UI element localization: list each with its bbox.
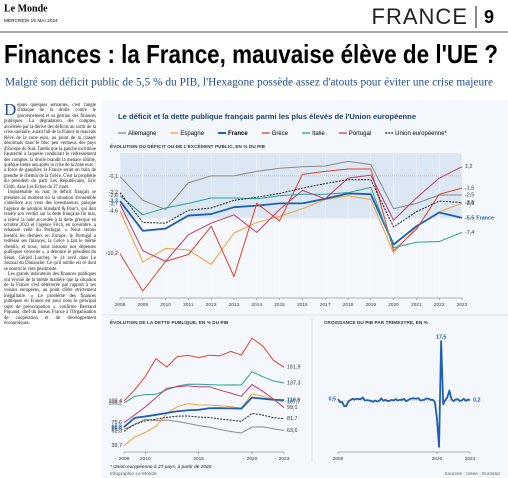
value-label: 65,5 xyxy=(112,427,123,433)
series-line xyxy=(119,160,462,210)
value-label: 107,7 xyxy=(287,399,301,405)
logo: Le Monde xyxy=(4,3,48,14)
value-label: 68,8 xyxy=(112,424,123,430)
x-tick-label: 2022 xyxy=(434,302,445,307)
value-label: -4,6 xyxy=(109,208,118,214)
value-label: -3,6 xyxy=(465,201,474,207)
chart-title: ÉVOLUTION DE LA DETTE PUBLIQUE, EN % DU … xyxy=(110,318,229,325)
series-line xyxy=(123,337,285,402)
x-tick-label: 2013 xyxy=(229,302,240,307)
x-tick-label: 2015 xyxy=(274,302,285,307)
value-label: -10,2 xyxy=(106,251,118,257)
x-tick-label: 2008 xyxy=(333,456,344,461)
footnote: * Union européenne à 27 pays, à partir d… xyxy=(110,464,212,469)
value-label: 0,2 xyxy=(473,398,481,404)
legend-label: Grèce xyxy=(272,131,289,137)
value-label: 1,2 xyxy=(465,164,473,170)
x-tick-label: 2017 xyxy=(320,302,331,307)
value-label: -1,6 xyxy=(465,186,474,192)
x-tick-label: 2021 xyxy=(411,302,422,307)
series-line xyxy=(119,168,463,292)
x-tick-label: 2019 xyxy=(365,302,376,307)
x-tick-label: 2010 xyxy=(140,456,151,461)
series-line xyxy=(337,340,471,448)
x-tick-label: 2009 xyxy=(137,302,148,307)
value-label: 0,5 xyxy=(329,397,337,403)
value-label: -2,6 xyxy=(109,193,118,199)
value-label: 39,7 xyxy=(112,443,123,449)
x-tick-label: 2023 xyxy=(457,302,468,307)
x-tick-label: 2020 xyxy=(247,456,258,461)
value-label: 81,7 xyxy=(287,416,298,422)
value-label: -2,2 xyxy=(109,190,118,196)
x-tick-label: 2008 xyxy=(115,302,126,307)
x-tick-label: 2014 xyxy=(251,302,262,307)
series-line xyxy=(119,192,463,246)
x-tick-label: 2016 xyxy=(297,302,308,307)
series-line xyxy=(123,396,285,428)
value-label: -3,3 xyxy=(109,199,118,205)
value-label: 161,9 xyxy=(287,365,301,371)
date: MERCREDI 15 MAI 2024 xyxy=(4,18,58,23)
x-tick-label: 2024 xyxy=(465,456,476,461)
x-tick-label: 2010 xyxy=(160,302,171,307)
series-line xyxy=(123,412,285,432)
series-line xyxy=(123,393,285,447)
legend-label: Portugal xyxy=(349,131,371,137)
legend: Allemagne Espagne France Grèce Italie Portuga… xyxy=(118,131,447,137)
chart-title: ÉVOLUTION DU DÉFICIT OU DE L'EXCÉDENT PU… xyxy=(110,142,266,149)
headline: Finances : la France, mauvaise élève de … xyxy=(4,39,498,69)
section: FRANCE xyxy=(372,4,468,29)
x-tick-label: 2008 xyxy=(119,456,130,461)
paragraph: Les grands indicateurs des finances publ… xyxy=(4,272,96,327)
x-tick-label: 2011 xyxy=(183,302,194,307)
x-tick-label: 2018 xyxy=(343,302,354,307)
value-label: -3,5 xyxy=(465,200,474,206)
x-tick-label: 2020 xyxy=(432,456,443,461)
value-label: -3,7 xyxy=(109,202,118,208)
subtitle: Malgré son déficit public de 5,5 % du PI… xyxy=(5,77,493,89)
x-tick-label: 2020 xyxy=(388,302,399,307)
legend-label: France xyxy=(228,131,248,137)
legend-label: Italie xyxy=(312,131,325,137)
value-label: 110,6 xyxy=(287,398,300,404)
value-label: -0,1 xyxy=(109,174,118,180)
legend-label: Allemagne xyxy=(128,131,157,137)
series-line xyxy=(119,166,463,262)
value-label: 63,6 xyxy=(287,428,298,434)
article: Depuis quelques semaines, c'est l'angle … xyxy=(4,103,96,475)
value-label: 99,1 xyxy=(287,405,298,411)
credit: Infographie Le Monde xyxy=(110,471,157,476)
legend-label: Union européenne* xyxy=(395,131,447,137)
value-label: 106,2 xyxy=(109,400,123,406)
x-tick-label: 2012 xyxy=(206,302,217,307)
paragraph: Insoutenable ou non, le déficit français… xyxy=(4,190,96,272)
x-tick-label: 2023 xyxy=(279,456,290,461)
value-label: -5,5 xyxy=(465,215,474,221)
series-line xyxy=(123,371,285,404)
chart-title: CROISSANCE DU PIB PAR TRIMESTRE, EN % xyxy=(324,320,428,325)
value-label: 17,5 xyxy=(436,335,447,341)
value-label: 137,3 xyxy=(287,380,301,386)
value-label: 62,3 xyxy=(112,429,123,435)
paragraph: Depuis quelques semaines, c'est l'angle … xyxy=(4,103,96,190)
sources: Sources : Insee ; Eurostat xyxy=(445,471,501,476)
series-name-label: France xyxy=(476,215,494,221)
legend-label: Espagne xyxy=(180,131,204,137)
page-number: 9 xyxy=(484,7,494,27)
value-label: 109,4 xyxy=(109,398,123,404)
series-line xyxy=(119,186,463,249)
value-label: -2,5 xyxy=(465,192,474,198)
shaded-band xyxy=(120,153,462,219)
value-label: -7,4 xyxy=(465,230,474,236)
x-tick-label: 2015 xyxy=(193,456,204,461)
series-line xyxy=(123,384,285,424)
value-label: 75,6 xyxy=(112,420,123,426)
panel-title: Le déficit et la dette publique français… xyxy=(118,112,416,121)
